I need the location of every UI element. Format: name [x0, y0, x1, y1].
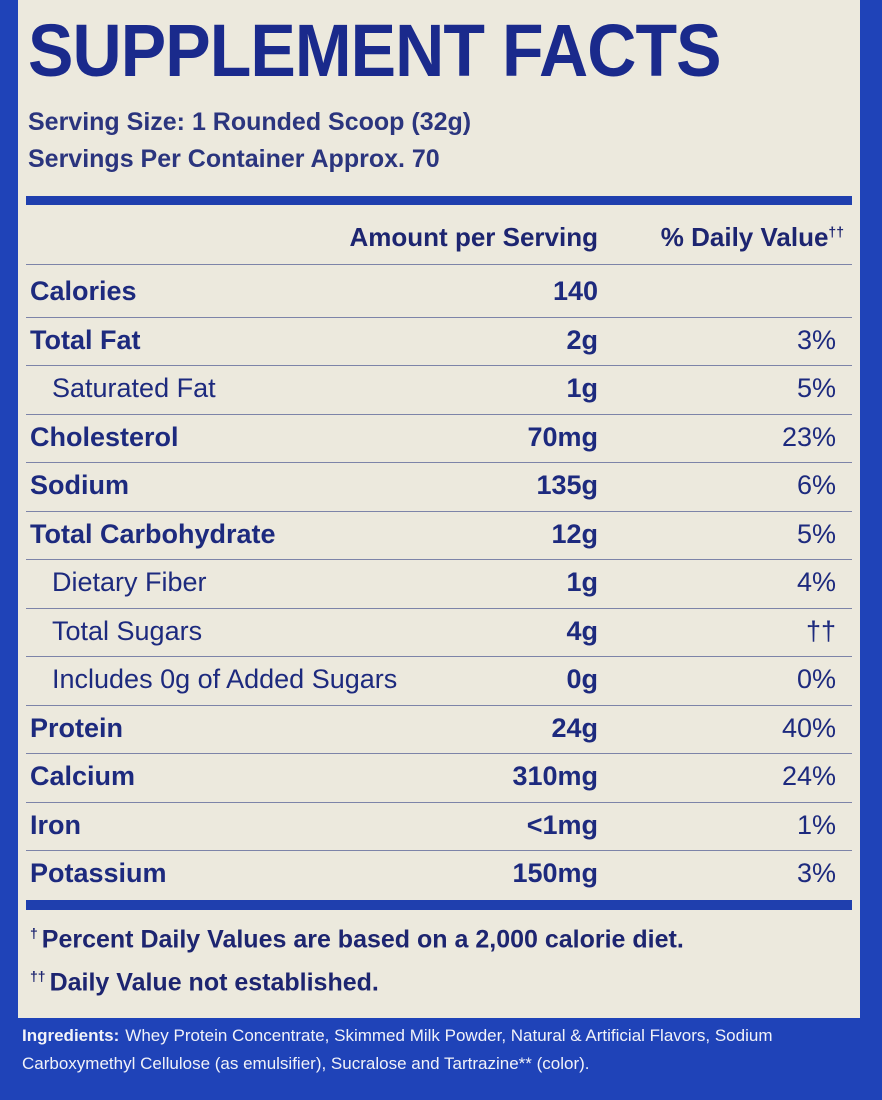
row-divider [26, 413, 852, 415]
nutrient-daily-value: 40% [781, 712, 836, 743]
nutrient-amount: <1mg [526, 809, 598, 840]
daily-value-header: % Daily Value†† [661, 222, 844, 253]
nutrient-name: Calories [30, 276, 137, 306]
nutrient-amount: 0g [566, 664, 598, 694]
nutrient-amount: 1g [566, 373, 598, 403]
nutrient-daily-value: 24% [781, 761, 836, 791]
divider-line [26, 264, 852, 265]
row-divider [26, 316, 852, 318]
ingredients-text: Whey Protein Concentrate, Skimmed Milk P… [22, 1026, 773, 1073]
nutrient-daily-value: 1% [796, 809, 836, 840]
nutrient-amount: 135g [536, 470, 598, 500]
nutrient-amount: 4g [566, 615, 598, 646]
nutrient-daily-value: 0% [796, 664, 836, 694]
nutrient-amount: 70mg [527, 421, 598, 452]
nutrient-daily-value: 23% [781, 421, 836, 452]
nutrient-name: Total Fat [30, 324, 141, 355]
daily-value-header-text: % Daily Value [660, 222, 829, 252]
footnote: † Percent Daily Values are based on a 2,0… [30, 925, 684, 954]
footnote-mark: †† [30, 968, 46, 984]
nutrient-amount: 1g [566, 567, 598, 597]
facts-panel: SUPPLEMENT FACTS Serving Size: 1 Rounded… [18, 0, 860, 1018]
nutrient-amount: 12g [551, 518, 598, 549]
title: SUPPLEMENT FACTS [28, 9, 722, 92]
nutrient-daily-value: †† [805, 615, 836, 646]
nutrient-name: Total Carbohydrate [30, 518, 276, 549]
row-divider [26, 510, 852, 512]
nutrient-amount: 140 [552, 276, 598, 306]
nutrient-daily-value: 5% [796, 373, 836, 403]
nutrient-daily-value: 4% [796, 567, 836, 597]
servings-per-container: Servings Per Container Approx. 70 [28, 145, 440, 173]
nutrient-name: Dietary Fiber [52, 567, 207, 597]
serving-size: Serving Size: 1 Rounded Scoop (32g) [28, 108, 472, 136]
nutrient-name: Calcium [30, 761, 136, 791]
nutrient-name: Saturated Fat [52, 373, 216, 403]
divider-bar [26, 196, 852, 205]
footnote: †† Daily Value not established. [30, 968, 379, 997]
nutrient-amount: 2g [566, 324, 598, 355]
row-divider [26, 607, 852, 609]
nutrient-name: Sodium [30, 470, 129, 500]
nutrient-name: Iron [30, 809, 81, 840]
nutrient-daily-value: 3% [796, 324, 836, 355]
row-divider [26, 801, 852, 803]
footnote-text: Percent Daily Values are based on a 2,00… [41, 925, 684, 954]
footnote-text: Daily Value not established. [49, 968, 379, 997]
row-divider [26, 559, 852, 560]
row-divider [26, 656, 852, 657]
row-divider [26, 753, 852, 754]
nutrient-daily-value: 3% [796, 858, 836, 888]
nutrient-name: Total Sugars [52, 615, 203, 646]
nutrient-name: Protein [30, 712, 124, 743]
row-divider [26, 462, 852, 463]
row-divider [26, 704, 852, 706]
nutrient-amount: 150mg [512, 858, 598, 888]
row-divider [26, 850, 852, 851]
nutrient-amount: 310mg [512, 761, 598, 791]
divider-bar [26, 900, 852, 910]
footnote-mark: † [30, 925, 38, 941]
nutrient-daily-value: 6% [796, 470, 836, 500]
ingredients-label: Ingredients: [22, 1026, 120, 1045]
nutrient-daily-value: 5% [796, 518, 836, 549]
row-divider [26, 365, 852, 366]
amount-header: Amount per Serving [349, 222, 598, 252]
daily-value-header-mark: †† [828, 223, 844, 240]
nutrient-name: Cholesterol [30, 421, 179, 452]
ingredients: Ingredients: Whey Protein Concentrate, Sk… [22, 1022, 867, 1078]
nutrient-amount: 24g [551, 712, 598, 743]
nutrient-name: Includes 0g of Added Sugars [52, 664, 398, 694]
nutrient-name: Potassium [30, 858, 167, 888]
